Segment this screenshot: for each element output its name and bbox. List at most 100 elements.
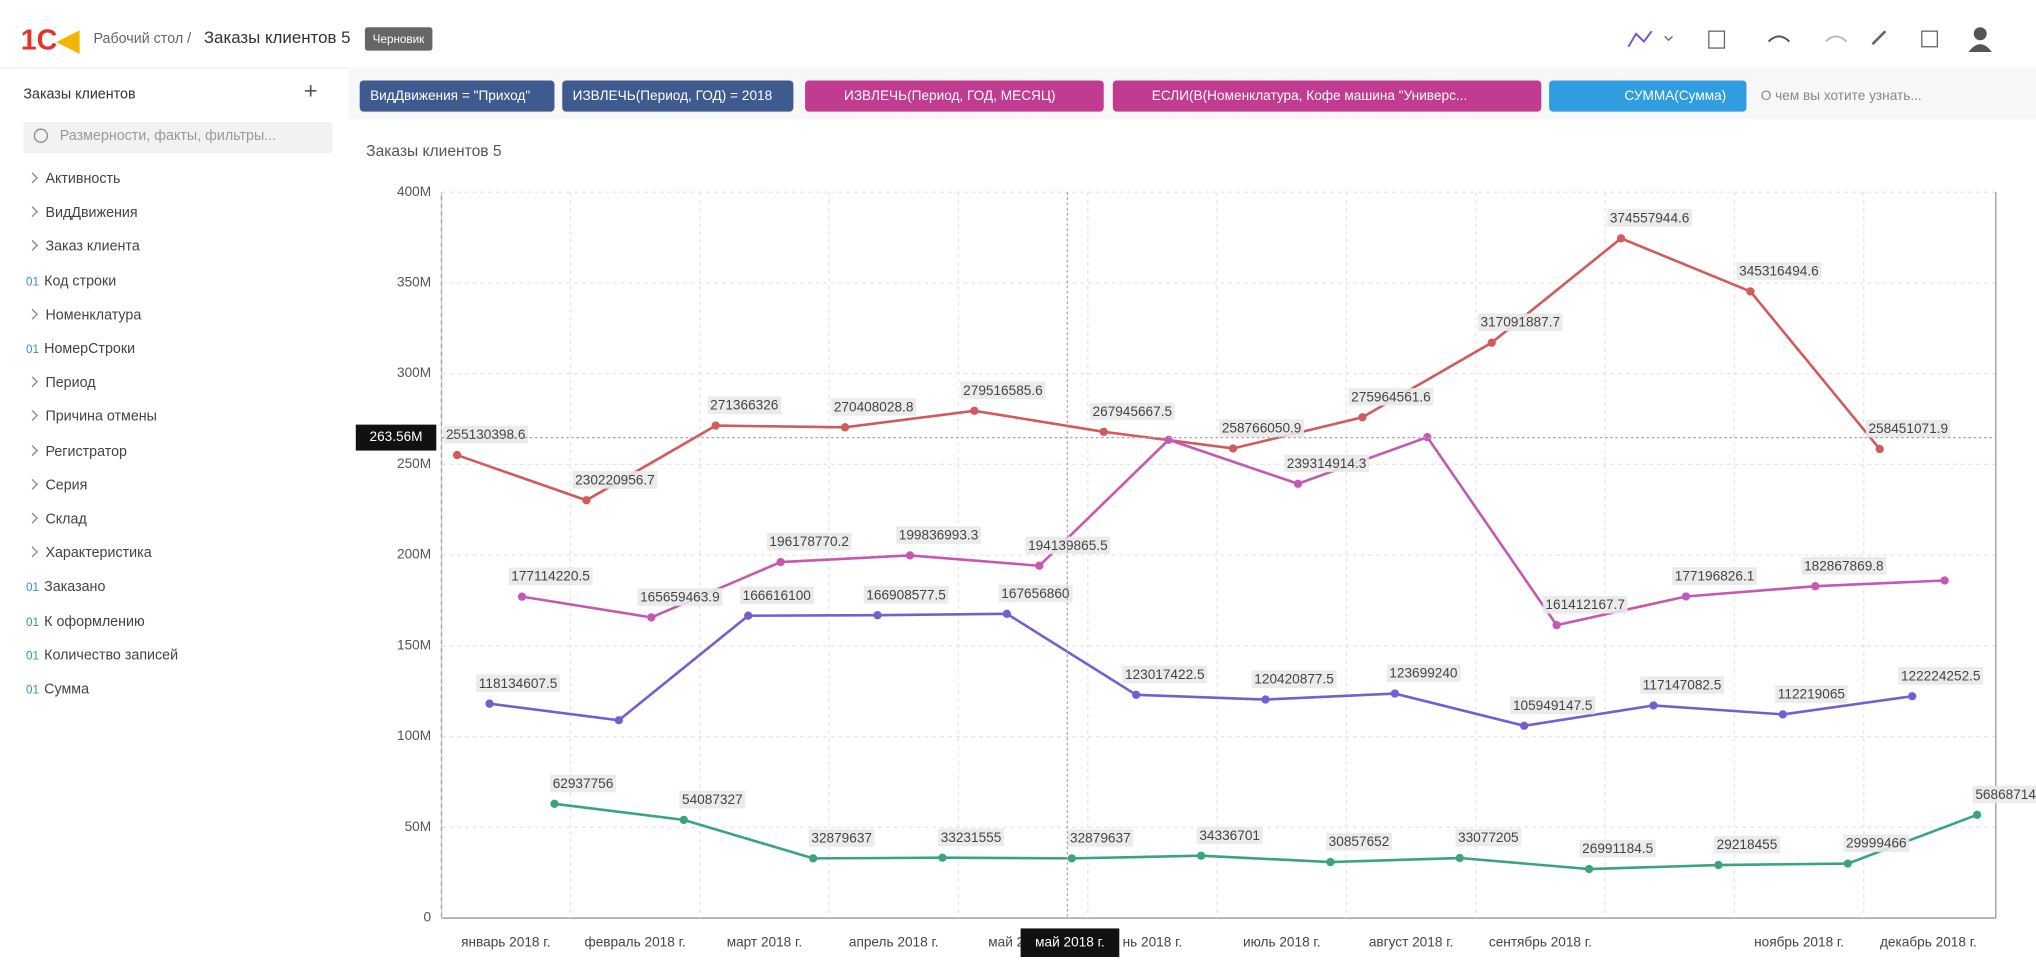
- data-point: [1228, 444, 1238, 453]
- field-item[interactable]: 01 К оформлению: [26, 608, 145, 634]
- data-label: 196178770.2: [769, 534, 849, 549]
- data-label-bg: [1067, 829, 1134, 847]
- data-label-bg: [863, 585, 949, 604]
- data-point: [1616, 234, 1626, 243]
- data-label-bg: [443, 425, 529, 444]
- field-item[interactable]: Номенклатура: [26, 302, 141, 328]
- data-label: 34336701: [1199, 828, 1260, 843]
- series-line: [489, 612, 1913, 728]
- field-label: Заказ клиента: [45, 239, 140, 256]
- data-label-bg: [1865, 419, 1951, 438]
- data-point: [1649, 701, 1658, 710]
- search-box[interactable]: Размерности, факты, фильтры...: [23, 122, 333, 154]
- data-point: [1714, 860, 1723, 870]
- data-label-bg: [1542, 595, 1628, 614]
- y-tick-label: 400M: [397, 184, 431, 199]
- data-label-bg: [896, 526, 981, 544]
- chart: Заказы клиентов 5 0 50M 100M 150M 200M 250M 30…: [355, 143, 2036, 957]
- data-label-bg: [1326, 832, 1392, 851]
- data-label-bg: [1122, 665, 1208, 684]
- data-label: 117147082.5: [1643, 678, 1722, 693]
- filter-chip[interactable]: ИЗВЛЕЧЬ(Период, ГОД) = 2018: [562, 80, 794, 112]
- data-label: 122224252.5: [1901, 668, 1981, 683]
- field-item[interactable]: Характеристика: [26, 540, 152, 566]
- x-tick-label: сентябрь 2018 г.: [1489, 934, 1592, 949]
- data-point: [1132, 690, 1141, 699]
- x-tick-label: апрель 2018 г.: [849, 934, 939, 949]
- data-label: 345316494.6: [1739, 264, 1819, 279]
- expand-icon: [26, 172, 38, 184]
- data-label-bg: [1898, 667, 1984, 685]
- field-item[interactable]: 01 Код строки: [26, 268, 116, 294]
- query-input[interactable]: О чем вы хотите узнать...: [1760, 88, 1922, 104]
- data-label: 33077205: [1458, 830, 1519, 845]
- field-item[interactable]: 01 Количество записей: [26, 642, 178, 668]
- link[interactable]: [1871, 30, 1887, 46]
- field-item[interactable]: ВидДвижения: [26, 200, 138, 226]
- breadcrumb[interactable]: Рабочий стол /: [93, 31, 192, 47]
- data-label: 166616100: [743, 588, 812, 603]
- data-label-bg: [1025, 536, 1111, 555]
- data-label: 317091887.7: [1481, 315, 1561, 330]
- redo[interactable]: [1825, 35, 1848, 43]
- user-icon[interactable]: [1973, 27, 1987, 41]
- data-label-bg: [740, 586, 814, 605]
- data-label-bg: [1386, 664, 1461, 682]
- data-point: [1423, 433, 1432, 442]
- x-tick-label: июль 2018 г.: [1243, 934, 1321, 949]
- filter-chip[interactable]: СУММА(Сумма): [1549, 80, 1747, 112]
- field-item[interactable]: Заказ клиента: [26, 234, 140, 260]
- filter-chip[interactable]: ЕСЛИ(В(Номенклатура, Кофе машина "Универ…: [1112, 80, 1542, 112]
- data-point: [808, 854, 818, 863]
- toolbar-icons[interactable]: [1610, 21, 2036, 60]
- series-line: [521, 435, 1945, 627]
- expand-icon: [26, 308, 38, 320]
- series-line: [456, 236, 1881, 502]
- field-item[interactable]: Активность: [26, 166, 120, 192]
- field-item[interactable]: 01 НомерСтроки: [26, 336, 135, 362]
- data-label: 279516585.6: [963, 383, 1043, 398]
- filter-chip[interactable]: ИЗВЛЕЧЬ(Период, ГОД, МЕСЯЦ): [805, 80, 1104, 112]
- crosshair-x-bg: [1020, 928, 1120, 957]
- data-point: [1358, 413, 1367, 422]
- data-point: [1099, 427, 1108, 436]
- data-point: [1293, 479, 1303, 488]
- field-badge: 01: [25, 648, 39, 662]
- data-label: 239314914.3: [1287, 456, 1367, 471]
- data-label: 177196826.1: [1675, 569, 1755, 584]
- field-item[interactable]: Период: [26, 370, 96, 396]
- chart-icon[interactable]: [1627, 30, 1653, 48]
- field-badge: 01: [25, 274, 39, 288]
- data-point: [1196, 851, 1206, 860]
- logo[interactable]: 1С◀: [20, 23, 80, 56]
- data-point: [711, 421, 720, 430]
- data-label: 62937756: [553, 776, 614, 791]
- dropdown[interactable]: [1664, 35, 1673, 42]
- data-label-bg: [831, 398, 917, 416]
- open-external[interactable]: [1921, 30, 1939, 48]
- crosshair-x-label: май 2018 г.: [1035, 934, 1105, 949]
- data-label-bg: [1196, 826, 1263, 845]
- data-label: 161412167.7: [1545, 597, 1625, 612]
- expand-icon: [26, 206, 38, 218]
- add-button[interactable]: +: [303, 77, 318, 104]
- undo[interactable]: [1767, 35, 1791, 43]
- field-item[interactable]: Серия: [26, 472, 87, 498]
- data-point: [1520, 721, 1529, 730]
- field-item[interactable]: 01 Заказано: [26, 574, 105, 600]
- field-item[interactable]: Причина отмены: [26, 404, 157, 430]
- data-label-bg: [938, 828, 1004, 847]
- filter-chip[interactable]: ВидДвижения = "Приход": [359, 80, 555, 112]
- data-point: [1972, 810, 1982, 819]
- field-item[interactable]: 01 Сумма: [26, 677, 89, 703]
- field-label: Код строки: [44, 273, 117, 290]
- data-point: [776, 557, 785, 567]
- settings-icon[interactable]: [1708, 30, 1726, 49]
- y-tick-label: 150M: [397, 637, 431, 652]
- expand-icon: [26, 240, 38, 252]
- data-point: [938, 853, 947, 862]
- field-item[interactable]: Регистратор: [26, 438, 127, 464]
- field-item[interactable]: Склад: [26, 506, 87, 532]
- data-label-bg: [707, 396, 781, 415]
